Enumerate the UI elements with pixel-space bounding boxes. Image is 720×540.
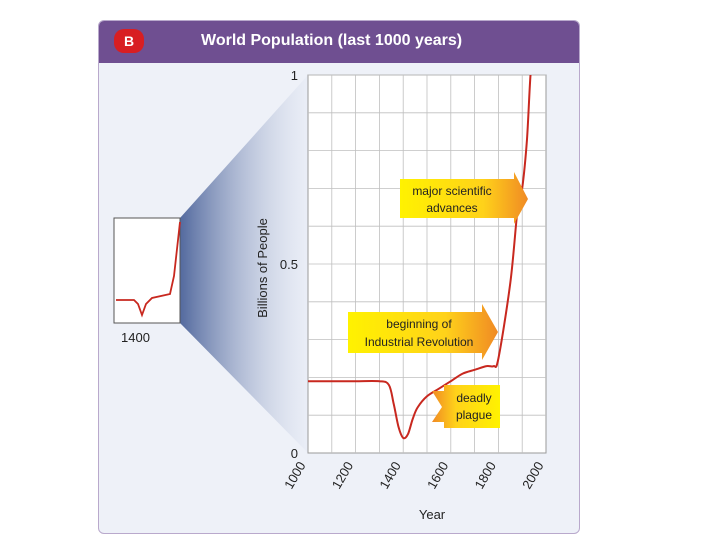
figure-header: B World Population (last 1000 years)	[99, 21, 579, 63]
callout-plague-line1: deadly	[456, 391, 491, 405]
callout-scientific: major scientific advances	[400, 172, 528, 224]
figure-badge: B	[114, 29, 144, 53]
callout-industrial-line1: beginning of	[386, 317, 452, 331]
y-axis-label: Billions of People	[255, 218, 270, 318]
zoom-funnel	[180, 75, 308, 453]
chart-title: World Population (last 1000 years)	[201, 32, 463, 49]
callout-industrial-line2: Industrial Revolution	[365, 335, 474, 349]
x-tick-1800: 1800	[472, 459, 499, 492]
inset-label: 1400	[121, 330, 150, 345]
x-tick-1400: 1400	[376, 459, 403, 492]
inset-line	[116, 221, 181, 318]
y-tick-0: 0	[291, 446, 298, 461]
callout-plague-line2: plague	[456, 408, 492, 422]
x-axis-label: Year	[419, 507, 446, 522]
zoom-inset: 1400	[113, 217, 181, 345]
callout-scientific-line1: major scientific	[412, 184, 491, 198]
callout-plague: deadly plague	[432, 385, 500, 428]
x-tick-1200: 1200	[329, 459, 356, 492]
x-tick-1600: 1600	[424, 459, 451, 492]
x-tick-1000: 1000	[281, 459, 308, 492]
x-tick-2000: 2000	[519, 459, 546, 492]
y-tick-0.5: 0.5	[280, 257, 298, 272]
inset-box	[113, 217, 181, 324]
y-tick-1: 1	[291, 68, 298, 83]
callout-scientific-line2: advances	[426, 201, 477, 215]
callout-industrial: beginning of Industrial Revolution	[348, 304, 498, 360]
